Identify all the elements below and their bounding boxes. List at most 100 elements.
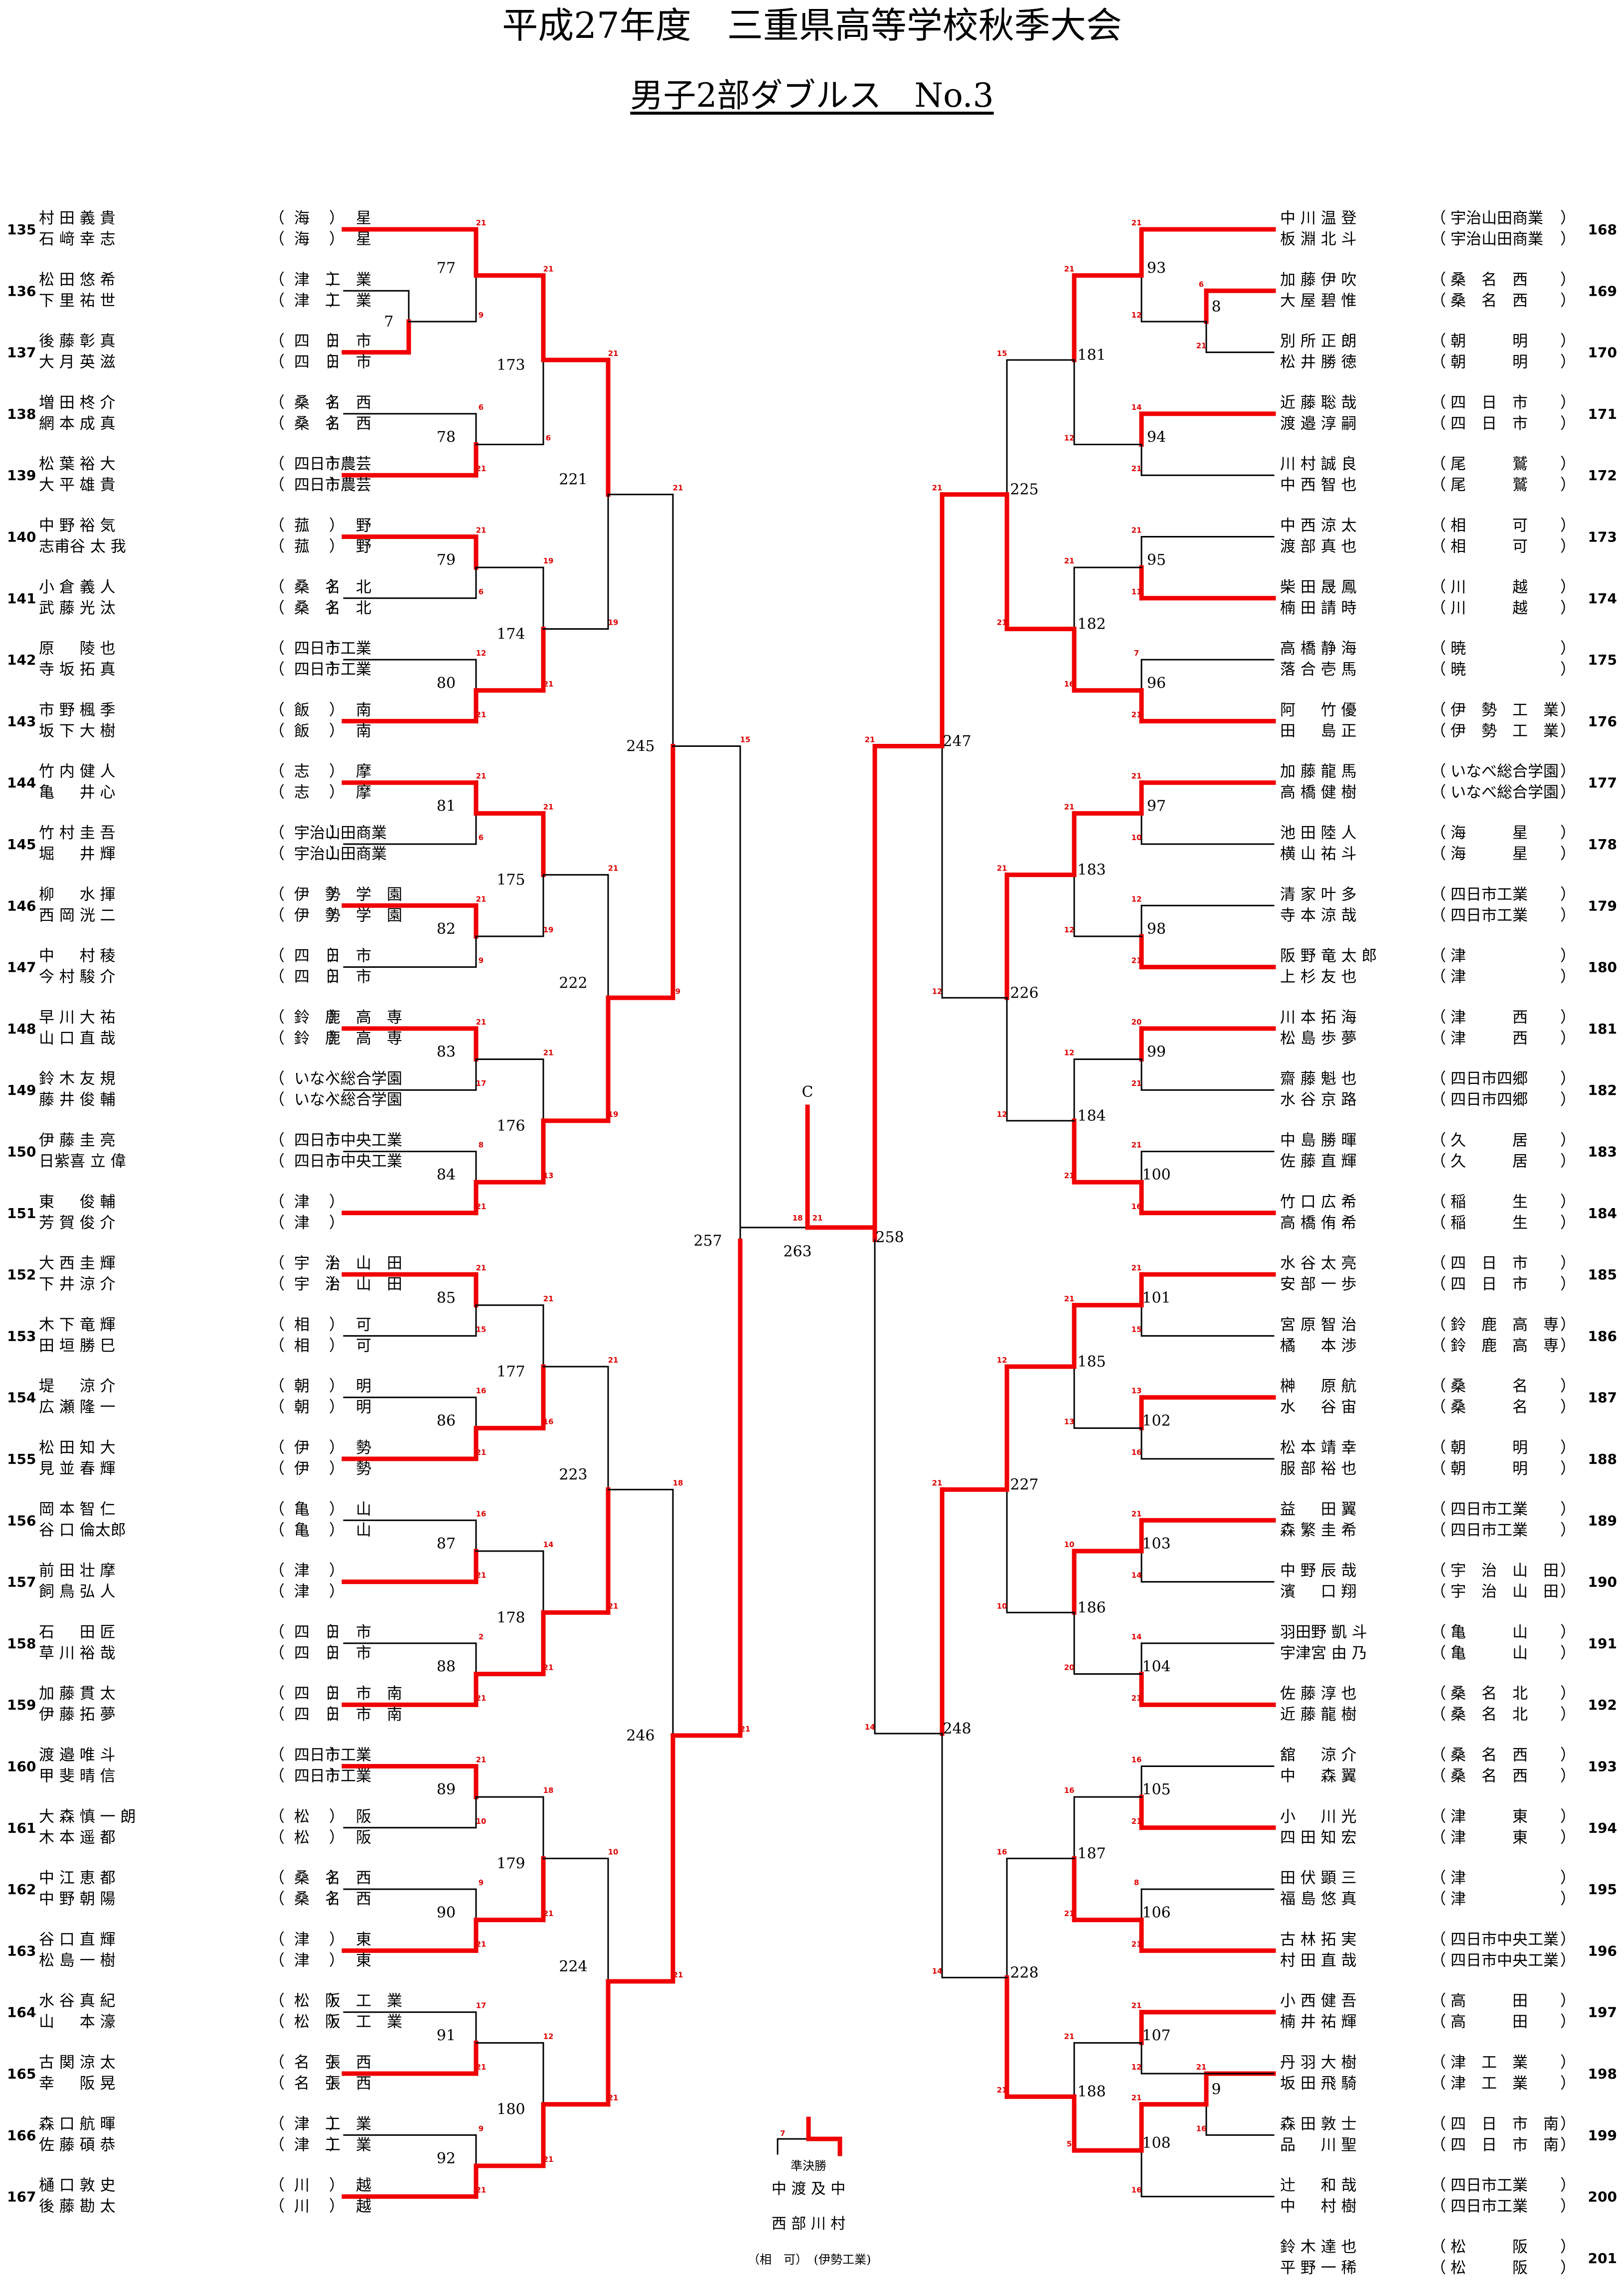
paren-open: （	[269, 455, 285, 473]
match-number: 77	[437, 259, 456, 277]
player-name: 松 井 勝 徳	[1280, 353, 1357, 371]
match-number: 179	[496, 1855, 525, 1872]
player-name: 寺 本 涼 哉	[1280, 906, 1357, 924]
paren-open: （	[269, 763, 285, 781]
school-name: 名 張 西	[294, 2054, 371, 2072]
paren-open: （	[269, 2198, 285, 2216]
pair-number: 190	[1588, 1574, 1617, 1590]
paren-open: （	[269, 968, 285, 986]
paren-close: ）	[329, 1009, 344, 1027]
score-label: 21	[1132, 710, 1142, 719]
school-name: 菰 野	[294, 538, 371, 556]
school-name: 朝 明	[1451, 333, 1528, 351]
paren-close: ）	[1560, 476, 1576, 494]
paren-close: ）	[329, 209, 344, 227]
school-name: 宇 治 山 田	[1451, 1562, 1559, 1580]
paren-close: ）	[329, 701, 344, 719]
paren-close: ）	[329, 722, 344, 740]
paren-close: ）	[329, 1070, 344, 1088]
pair-number: 199	[1588, 2127, 1617, 2143]
player-name: 水 谷 宙	[1280, 1399, 1357, 1416]
paren-close: ）	[1560, 1009, 1576, 1027]
school-name: 津	[294, 1214, 310, 1232]
paren-open: （	[1431, 1767, 1446, 1785]
paren-open: （	[1431, 1500, 1446, 1518]
pair-number: 169	[1588, 283, 1617, 299]
score-label: 21	[608, 349, 619, 358]
score-label: 21	[1132, 1079, 1142, 1088]
paren-close: ）	[1560, 1808, 1576, 1826]
score-label: 21	[543, 1663, 554, 1672]
paren-open: （	[269, 2075, 285, 2093]
pair-number: 167	[7, 2189, 36, 2205]
score-label: 21	[1132, 218, 1142, 227]
bracket-lines	[341, 227, 1276, 2199]
paren-open: （	[1431, 1706, 1446, 1724]
score-label: 13	[1132, 1387, 1142, 1396]
pair-number: 176	[1588, 713, 1617, 729]
school-name: 桑 名 北	[294, 599, 371, 617]
player-name: 安 部 一 歩	[1280, 1275, 1357, 1293]
school-name: 津	[294, 1583, 310, 1601]
score-label: 21	[1064, 264, 1075, 273]
school-name: 宇治山田商業	[1451, 230, 1543, 248]
school-name: 四日市工業	[1451, 2198, 1528, 2216]
pair-number: 164	[7, 2004, 36, 2021]
match-number: 175	[496, 872, 525, 889]
paren-open: （	[1431, 209, 1446, 227]
paren-close: ）	[1560, 968, 1576, 986]
school-name: 鈴 鹿 高 専	[1451, 1316, 1559, 1334]
school-name: 桑 名	[1451, 1378, 1528, 1396]
paren-open: （	[269, 722, 285, 740]
paren-open: （	[269, 1091, 285, 1109]
player-name: 前 田 壮 摩	[39, 1562, 116, 1580]
score-label: 21	[476, 526, 487, 535]
school-name: 暁	[1451, 661, 1466, 679]
paren-open: （	[269, 517, 285, 535]
player-name: 柴 田 晟 鳳	[1280, 578, 1357, 596]
pair-number: 191	[1588, 1635, 1617, 1652]
player-name: 加 藤 伊 吹	[1280, 271, 1357, 289]
score-label: 16	[1064, 1786, 1075, 1795]
school-name: 稲 生	[1451, 1193, 1528, 1211]
player-name: 舘 涼 介	[1280, 1747, 1357, 1764]
player-name: 板 淵 北 斗	[1280, 230, 1357, 248]
score-label: 18	[543, 1786, 554, 1795]
score-label: 7	[1134, 649, 1139, 658]
pair-number: 183	[1588, 1144, 1617, 1160]
paren-open: （	[269, 2013, 285, 2031]
pair-number: 194	[1588, 1820, 1617, 1836]
score-label: 21	[608, 864, 619, 873]
paren-close: ）	[1560, 2054, 1576, 2072]
legend-names: 中 渡 及 中	[772, 2180, 846, 2198]
school-name: 津 西	[1451, 1030, 1528, 1048]
score-label: 21	[1064, 1909, 1075, 1918]
school-name: 朝 明	[294, 1399, 371, 1416]
score-label: 18	[793, 1214, 803, 1223]
paren-close: ）	[329, 1992, 344, 2010]
paren-close: ）	[329, 1275, 344, 1293]
paren-close: ）	[329, 333, 344, 351]
paren-close: ）	[329, 1214, 344, 1232]
paren-open: （	[269, 476, 285, 494]
score-label: 21	[1064, 1171, 1075, 1180]
player-name: 楠 田 請 時	[1280, 599, 1357, 617]
school-name: 飯 南	[294, 722, 371, 740]
paren-close: ）	[1560, 1623, 1576, 1641]
score-label: 21	[865, 735, 875, 744]
school-name: 四日市四郷	[1451, 1070, 1528, 1088]
paren-open: （	[1431, 845, 1446, 863]
paren-close: ）	[1560, 906, 1576, 924]
paren-close: ）	[1560, 1890, 1576, 1908]
player-name: 中 島 勝 暉	[1280, 1132, 1357, 1150]
school-name: 相 可	[1451, 517, 1528, 535]
school-name: 松 阪	[1451, 2259, 1528, 2277]
score-label: 21	[543, 1909, 554, 1918]
score-label: 21	[997, 864, 1007, 873]
paren-close: ）	[329, 763, 344, 781]
paren-close: ）	[1560, 1214, 1576, 1232]
school-name: 稲 生	[1451, 1214, 1528, 1232]
paren-open: （	[269, 701, 285, 719]
paren-open: （	[1431, 333, 1446, 351]
pair-number: 138	[7, 406, 36, 422]
